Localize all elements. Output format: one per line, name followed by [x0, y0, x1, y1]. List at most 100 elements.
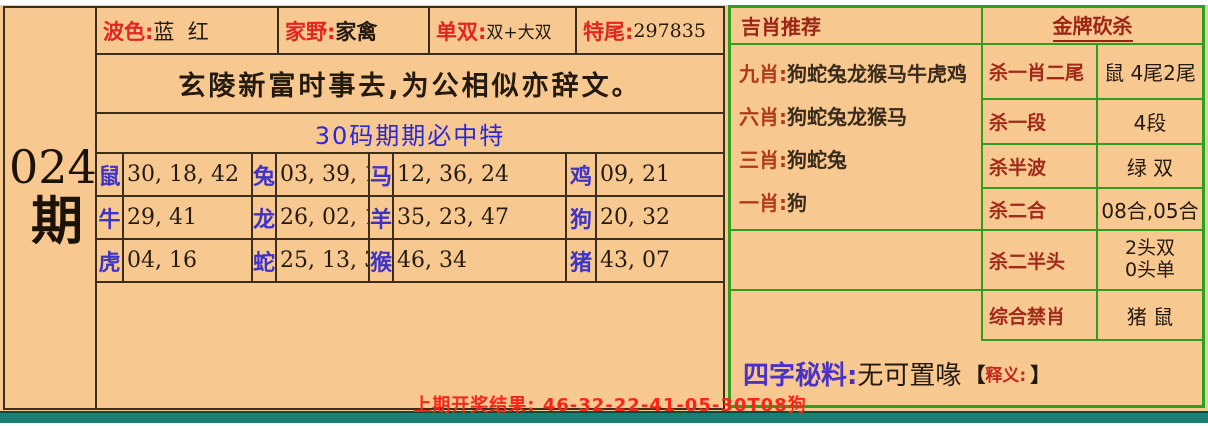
zodiac-numbers: 30, 18, 42: [122, 154, 251, 195]
page-background: [0, 5, 1208, 412]
panel-header-row: 吉肖推荐 金牌砍杀: [731, 8, 1202, 45]
period-number: 024: [9, 140, 97, 194]
kill-header: 金牌砍杀: [1052, 10, 1133, 42]
subtitle-row: 30码期期必中特: [97, 114, 723, 154]
right-edge-strip: [1205, 5, 1208, 411]
bracket-open: 【: [965, 362, 986, 387]
zodiac-row-1: 鼠 30, 18, 42 兔 03, 39, 15 马 12, 36, 24 鸡…: [97, 154, 723, 197]
kill-value-line: 2头双: [1124, 237, 1176, 260]
kill-label: 杀一肖二尾: [989, 62, 1085, 84]
period-suffix: 期: [30, 192, 83, 252]
kill-value-line: 0头单: [1124, 259, 1176, 281]
kill-header-cell: 金牌砍杀: [983, 8, 1202, 43]
zodiac-animal: 龙: [251, 197, 275, 238]
one-zodiac-label: 一肖:: [739, 191, 787, 215]
odd-even-label: 单双:: [436, 19, 487, 44]
zodiac-animal: 鸡: [565, 154, 595, 195]
one-zodiac-value: 狗: [787, 191, 807, 215]
recommend-item: 六肖:狗蛇兔龙猴马: [739, 101, 979, 130]
kill-label-column: 杀一肖二尾 杀一段 杀半波 杀二合 杀二半头 综合禁肖: [983, 45, 1098, 341]
kill-value-cell: 2头双 0头单: [1098, 231, 1202, 291]
zodiac-numbers: 12, 36, 24: [392, 154, 565, 195]
zodiac-numbers: 29, 41: [122, 197, 251, 238]
period-column-divider: [95, 8, 97, 408]
zodiac-numbers: 35, 23, 47: [392, 197, 565, 238]
recommend-header: 吉肖推荐: [741, 15, 821, 39]
kill-label: 杀半波: [989, 156, 1047, 179]
kill-value-cell: 猪 鼠: [1098, 291, 1202, 341]
zodiac-numbers: 46, 34: [392, 240, 565, 281]
kill-value-cell: 08合,05合: [1098, 189, 1202, 231]
recommend-item: 三肖:狗蛇兔: [739, 144, 979, 173]
kill-value-cell: 4段: [1098, 100, 1202, 145]
zodiac-animal: 马: [368, 154, 392, 195]
kill-value-cell: 绿 双: [1098, 145, 1202, 189]
zodiac-row-3: 虎 04, 16 蛇 25, 13, 37 猴 46, 34 猪 43, 07: [97, 240, 723, 283]
attribute-header-row: 波色: 蓝 红 家野: 家禽 单双: 双+大双 特尾: 297835: [97, 8, 723, 55]
zodiac-numbers: 26, 02, 14: [275, 197, 368, 238]
kill-label-cell: 杀一段: [983, 100, 1096, 145]
bottom-teal-bar: [0, 411, 1208, 423]
bracket-close: 】: [1030, 362, 1051, 387]
zodiac-animal: 猪: [565, 240, 595, 281]
poem-text: 玄陵新富时事去,为公相似亦辞文。: [178, 71, 642, 102]
zodiac-row-2: 牛 29, 41 龙 26, 02, 14 羊 35, 23, 47 狗 20,…: [97, 197, 723, 240]
zodiac-numbers: 25, 13, 37: [275, 240, 368, 281]
kill-label-cell: 杀一肖二尾: [983, 45, 1096, 100]
kill-label-cell: 杀二合: [983, 189, 1096, 231]
home-wild-value: 家禽: [335, 19, 378, 44]
zodiac-animal: 猴: [368, 240, 392, 281]
subtitle-text: 30码期期必中特: [314, 121, 506, 150]
kill-label: 杀二半头: [989, 250, 1066, 273]
kill-label: 杀二合: [989, 199, 1047, 222]
zodiac-numbers: 04, 16: [122, 240, 251, 281]
home-wild-label: 家野:: [285, 19, 336, 44]
six-zodiac-label: 六肖:: [739, 105, 787, 129]
zodiac-animal: 牛: [98, 207, 121, 233]
main-table: 024 期 波色: 蓝 红 家野: 家禽 单双: 双+大双 特尾: 297835 玄陵新…: [3, 6, 725, 410]
kill-label: 综合禁肖: [989, 305, 1066, 328]
zodiac-animal: 兔: [251, 154, 275, 195]
three-zodiac-label: 三肖:: [739, 148, 787, 172]
odd-even-value: 双+大双: [486, 23, 552, 43]
wave-color-value: 蓝 红: [153, 19, 209, 44]
zodiac-animal: 羊: [368, 197, 392, 238]
kill-label-cell: 综合禁肖: [983, 291, 1096, 341]
secret-row: 四字秘料: 无可置喙【释义:】: [731, 341, 1202, 405]
special-tail-value: 297835: [633, 19, 706, 42]
home-wild-cell: 家野: 家禽: [277, 8, 428, 53]
zodiac-numbers: 09, 21: [595, 154, 723, 195]
kill-label-cell: 杀半波: [983, 145, 1096, 189]
odd-even-cell: 单双: 双+大双: [428, 8, 575, 53]
recommend-item: 一肖:狗: [739, 187, 979, 216]
zodiac-animal: 鼠: [98, 164, 121, 190]
empty-cell: [731, 231, 981, 291]
secret-label: 四字秘料:: [743, 360, 858, 391]
zodiac-animal: 狗: [565, 197, 595, 238]
kill-value-column: 鼠 4尾2尾 4段 绿 双 08合,05合 2头双 0头单 猪 鼠: [1098, 45, 1202, 341]
recommend-kill-panel: 吉肖推荐 金牌砍杀 九肖:狗蛇兔龙猴马牛虎鸡 六肖:狗蛇兔龙猴马 三肖:狗蛇兔: [728, 5, 1205, 408]
nine-zodiac-label: 九肖:: [739, 62, 787, 86]
poem-row: 玄陵新富时事去,为公相似亦辞文。: [97, 55, 723, 114]
secret-value: 无可置喙: [857, 360, 962, 391]
special-tail-cell: 特尾: 297835: [575, 8, 723, 53]
wave-color-label: 波色:: [103, 19, 154, 44]
nine-zodiac-value: 狗蛇兔龙猴马牛虎鸡: [787, 62, 967, 86]
zodiac-numbers: 03, 39, 15: [275, 154, 368, 195]
empty-cell: [731, 291, 981, 341]
recommend-list: 九肖:狗蛇兔龙猴马牛虎鸡 六肖:狗蛇兔龙猴马 三肖:狗蛇兔 一肖:狗: [731, 45, 981, 231]
three-zodiac-value: 狗蛇兔: [787, 148, 847, 172]
zodiac-numbers: 20, 32: [595, 197, 723, 238]
zodiac-animal: 虎: [98, 250, 121, 276]
secret-note-label: 释义:: [985, 365, 1027, 386]
six-zodiac-value: 狗蛇兔龙猴马: [787, 105, 907, 129]
kill-label: 杀一段: [989, 112, 1047, 134]
panel-body: 九肖:狗蛇兔龙猴马牛虎鸡 六肖:狗蛇兔龙猴马 三肖:狗蛇兔 一肖:狗 杀一肖: [731, 45, 1202, 341]
recommend-item: 九肖:狗蛇兔龙猴马牛虎鸡: [739, 58, 979, 87]
recommend-column: 九肖:狗蛇兔龙猴马牛虎鸡 六肖:狗蛇兔龙猴马 三肖:狗蛇兔 一肖:狗: [731, 45, 983, 341]
zodiac-numbers: 43, 07: [595, 240, 723, 281]
kill-label-cell: 杀二半头: [983, 231, 1096, 291]
zodiac-animal: 蛇: [251, 240, 275, 281]
wave-color-cell: 波色: 蓝 红: [97, 8, 277, 53]
